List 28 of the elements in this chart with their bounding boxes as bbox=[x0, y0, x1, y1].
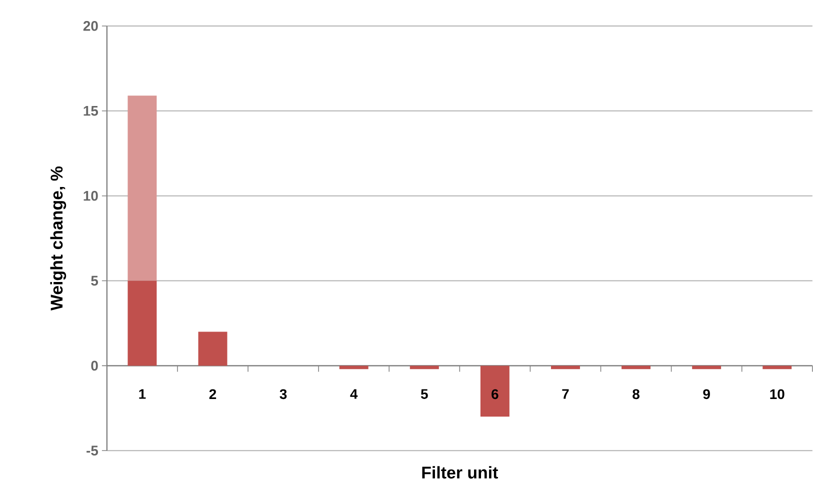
y-tick-label: -5 bbox=[86, 446, 98, 456]
y-tick-label: 20 bbox=[83, 21, 98, 32]
bar bbox=[480, 366, 510, 417]
y-tick-label: 10 bbox=[84, 191, 98, 201]
x-tick-label: 3 bbox=[280, 389, 287, 400]
y-tick-label: 0 bbox=[91, 360, 98, 371]
x-tick-label: 8 bbox=[632, 389, 640, 400]
x-tick-label: 1 bbox=[139, 389, 146, 399]
x-tick-label: 7 bbox=[562, 389, 569, 399]
bar bbox=[128, 96, 157, 281]
bar bbox=[410, 366, 439, 370]
x-tick-label: 5 bbox=[420, 389, 428, 400]
x-tick-label: 10 bbox=[770, 389, 784, 400]
bar bbox=[762, 366, 792, 370]
x-axis-title: Filter unit bbox=[422, 466, 498, 479]
bar bbox=[339, 366, 368, 370]
y-tick-label: 15 bbox=[84, 106, 98, 116]
bar bbox=[550, 366, 580, 370]
x-tick-label: 2 bbox=[209, 389, 216, 400]
y-axis-title: Weight change, % bbox=[50, 166, 66, 311]
x-tick-label: 6 bbox=[492, 389, 498, 400]
bar bbox=[128, 280, 157, 366]
bar bbox=[198, 332, 228, 366]
bar bbox=[692, 366, 722, 370]
y-tick-label: 5 bbox=[91, 276, 98, 286]
x-tick-label: 9 bbox=[703, 389, 710, 400]
bar bbox=[622, 366, 651, 370]
x-tick-label: 4 bbox=[350, 389, 358, 399]
